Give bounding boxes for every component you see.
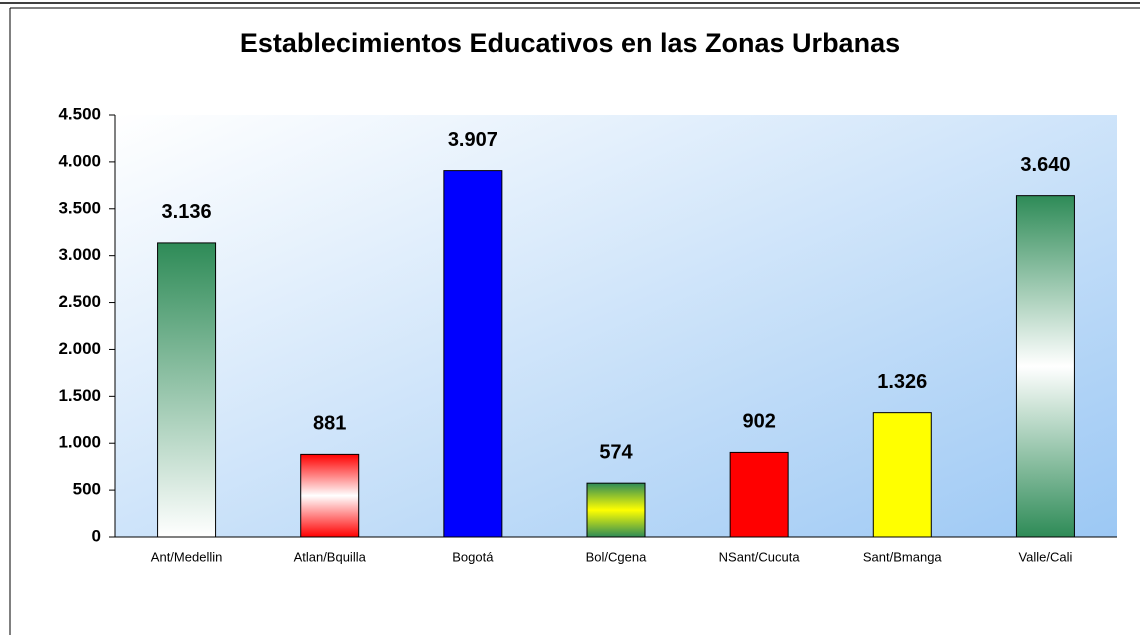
value-label: 3.907 <box>448 129 498 151</box>
value-label: 574 <box>599 441 633 463</box>
y-tick-label: 4.500 <box>58 104 101 123</box>
x-tick-label: NSant/Cucuta <box>719 549 801 564</box>
value-label: 1.326 <box>877 371 927 393</box>
x-tick-label: Bogotá <box>452 549 494 564</box>
y-tick-label: 3.000 <box>58 245 101 264</box>
value-label: 902 <box>742 411 775 433</box>
y-tick-label: 500 <box>73 480 101 499</box>
value-label: 3.136 <box>162 201 212 223</box>
y-tick-label: 0 <box>92 526 101 545</box>
chart-title: Establecimientos Educativos en las Zonas… <box>240 28 900 58</box>
value-label: 3.640 <box>1020 154 1070 176</box>
bar <box>586 482 646 538</box>
bar <box>300 453 360 538</box>
x-tick-label: Sant/Bmanga <box>863 549 943 564</box>
y-tick-label: 3.500 <box>58 198 101 217</box>
value-label: 881 <box>313 413 346 435</box>
x-tick-label: Valle/Cali <box>1018 549 1072 564</box>
bar <box>1015 195 1075 538</box>
y-tick-label: 1.500 <box>58 386 101 405</box>
bar <box>729 451 789 538</box>
plot-area <box>115 115 1117 537</box>
x-tick-label: Atlan/Bquilla <box>294 549 367 564</box>
bar <box>872 412 932 538</box>
y-tick-label: 2.000 <box>58 339 101 358</box>
y-tick-label: 2.500 <box>58 292 101 311</box>
x-tick-label: Bol/Cgena <box>586 549 647 564</box>
x-tick-label: Ant/Medellin <box>151 549 223 564</box>
y-tick-label: 4.000 <box>58 151 101 170</box>
bar <box>157 242 217 538</box>
bar <box>443 170 503 538</box>
y-tick-label: 1.000 <box>58 433 101 452</box>
